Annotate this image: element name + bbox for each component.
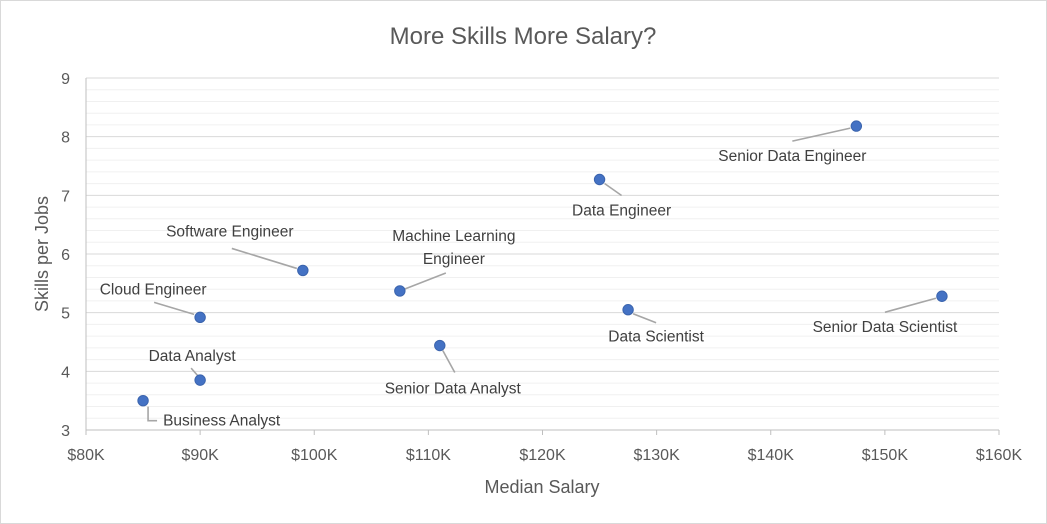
- data-point: [297, 264, 309, 277]
- data-labels: Business Analyst Data Analyst Cloud Engine…: [100, 148, 958, 430]
- data-label: Software Engineer: [166, 223, 294, 240]
- data-label: Business Analyst: [163, 413, 281, 430]
- data-label: Cloud Engineer: [100, 281, 207, 298]
- data-point: [194, 311, 206, 324]
- data-label: Senior Data Scientist: [813, 319, 958, 336]
- data-label: Data Analyst: [149, 348, 237, 365]
- leader-line: [153, 301, 195, 316]
- data-label: Data Engineer: [572, 202, 671, 219]
- data-point: [394, 285, 406, 297]
- gridlines: [86, 77, 999, 419]
- y-tick-label: 5: [61, 306, 70, 323]
- leader-line: [190, 367, 199, 377]
- x-tick-label: $130K: [633, 447, 680, 464]
- y-tick-label: 8: [61, 130, 70, 147]
- x-tick-label: $160K: [976, 447, 1023, 464]
- data-point: [622, 304, 634, 316]
- leader-line: [231, 247, 298, 270]
- y-tick-label: 7: [61, 188, 70, 205]
- leader-line: [147, 406, 158, 422]
- data-point: [850, 120, 863, 132]
- leader-lines: [147, 127, 937, 422]
- data-point: [936, 290, 948, 302]
- leader-line: [604, 182, 623, 197]
- x-tick-label: $150K: [862, 447, 909, 464]
- data-label: Senior Data Engineer: [718, 148, 866, 165]
- data-points: [137, 120, 948, 407]
- data-label: Senior Data Analyst: [385, 381, 522, 398]
- leader-line: [442, 350, 456, 373]
- axes: 3 4 5 6 7 8 9 $80K $90K $100K $110K $120K $130K $140K…: [61, 71, 1022, 464]
- y-tick-label: 3: [61, 423, 70, 440]
- x-tick-label: $140K: [748, 447, 795, 464]
- x-tick-label: $80K: [67, 447, 105, 464]
- data-point: [434, 339, 446, 352]
- x-tick-label: $110K: [406, 447, 451, 464]
- y-tick-label: 9: [61, 71, 70, 88]
- leader-line: [632, 312, 657, 324]
- data-label: Machine Learning Engineer: [392, 228, 515, 268]
- y-tick-label: 6: [61, 247, 70, 264]
- data-label: Data Scientist: [608, 329, 704, 346]
- chart-title: More Skills More Salary?: [390, 23, 657, 50]
- data-point: [593, 173, 606, 186]
- data-point: [194, 374, 206, 386]
- leader-line: [792, 127, 851, 142]
- data-point: [137, 394, 149, 407]
- x-axis-title: Median Salary: [484, 477, 599, 497]
- y-axis-title: Skills per Jobs: [32, 196, 52, 312]
- y-tick-label: 4: [61, 364, 70, 381]
- x-tick-label: $120K: [519, 447, 566, 464]
- leader-line: [884, 297, 937, 314]
- x-tick-label: $90K: [181, 447, 219, 464]
- x-tick-label: $100K: [291, 447, 338, 464]
- leader-line: [404, 272, 447, 290]
